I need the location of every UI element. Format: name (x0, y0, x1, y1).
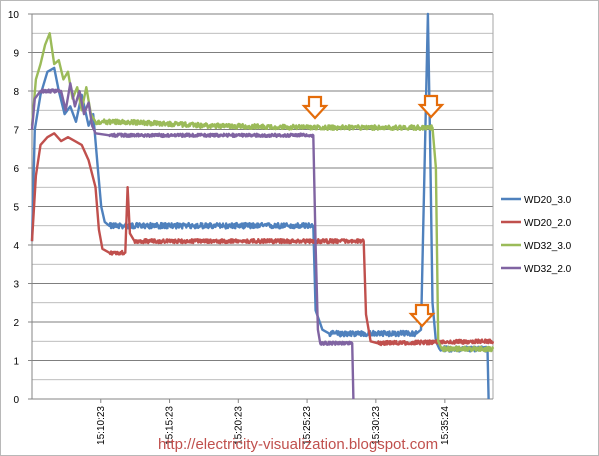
y-tick-label: 4 (13, 241, 19, 252)
legend-label: WD20_3.0 (524, 195, 572, 206)
watermark-text: http://electricity-visualization.blogspo… (158, 436, 438, 453)
y-tick-label: 8 (13, 87, 19, 98)
x-tick-label: 15:25:23 (302, 406, 313, 445)
annotation-arrows (301, 94, 445, 328)
y-tick-label: 5 (13, 203, 19, 214)
y-tick-label: 3 (13, 280, 19, 291)
gridlines (32, 13, 494, 400)
x-tick-label: 15:35:24 (440, 406, 451, 445)
series-lines (30, 12, 495, 400)
x-tick-label: 15:15:23 (165, 406, 176, 445)
down-arrow-marker (417, 94, 445, 119)
series-line-wd20-3-0 (30, 12, 490, 400)
legend-label: WD32_2.0 (524, 264, 572, 275)
down-arrow-marker (408, 303, 436, 328)
legend-label: WD20_2.0 (524, 218, 572, 229)
y-tick-label: 2 (13, 318, 19, 329)
y-tick-label: 7 (13, 126, 19, 137)
legend: WD20_3.0 WD20_2.0 WD32_3.0 WD32_2.0 (501, 195, 572, 275)
y-tick-label: 10 (8, 10, 20, 21)
series-line-wd20-2-0 (30, 132, 495, 347)
legend-label: WD32_3.0 (524, 241, 572, 252)
y-tick-label: 6 (13, 164, 19, 175)
y-axis: 0 1 2 3 4 5 6 7 8 9 10 (8, 10, 33, 406)
y-tick-label: 9 (13, 49, 19, 60)
x-tick-label: 15:10:23 (96, 406, 107, 445)
y-tick-label: 0 (13, 395, 19, 406)
series-line-wd32-3-0 (30, 32, 495, 353)
x-tick-label: 15:20:23 (233, 406, 244, 445)
series-line-wd32-2-0 (30, 82, 355, 400)
x-axis: 15:10:23 15:15:23 15:20:23 15:25:23 15:30:23… (32, 398, 493, 445)
down-arrow-marker (301, 95, 329, 120)
y-tick-label: 1 (13, 357, 19, 368)
x-tick-label: 15:30:23 (371, 406, 382, 445)
